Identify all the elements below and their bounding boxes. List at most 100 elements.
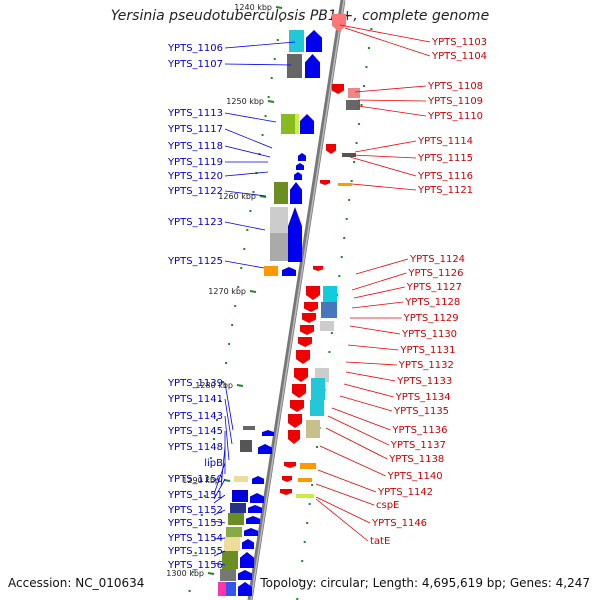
gene-label-YPTS_1104: YPTS_1104 — [431, 51, 487, 62]
gene-arrow-forward — [282, 267, 296, 276]
gene-arrow-reverse — [320, 180, 330, 185]
gene-label-YPTS_1145: YPTS_1145 — [167, 426, 223, 437]
scale-tick — [267, 100, 275, 103]
minor-tick — [249, 210, 252, 212]
connector-right — [354, 85, 427, 93]
gene-label-YPTS_1155: YPTS_1155 — [167, 546, 223, 557]
scale-tick — [249, 290, 257, 293]
minor-tick — [200, 514, 203, 516]
gene-arrow-reverse — [282, 476, 292, 482]
gene-arrow-reverse — [326, 144, 336, 154]
gene-block — [287, 54, 302, 78]
gene-block — [220, 569, 236, 581]
gene-label-lipB: lipB — [204, 458, 223, 469]
gene-label-YPTS_1114: YPTS_1114 — [417, 136, 473, 147]
gene-arrow-forward — [240, 552, 254, 568]
gene-label-YPTS_1103: YPTS_1103 — [431, 37, 487, 48]
minor-tick — [296, 598, 299, 600]
minor-tick — [237, 286, 240, 288]
connector-right — [351, 272, 407, 291]
connector-right — [317, 469, 377, 493]
minor-tick — [203, 495, 206, 497]
gene-arrow-reverse — [294, 368, 308, 382]
gene-label-YPTS_1130: YPTS_1130 — [401, 329, 457, 340]
gene-label-YPTS_1118: YPTS_1118 — [167, 141, 223, 152]
minor-tick — [240, 267, 243, 269]
scale-tick — [207, 572, 215, 575]
gene-block — [296, 494, 314, 498]
gene-label-YPTS_1121: YPTS_1121 — [417, 185, 473, 196]
gene-label-YPTS_1154: YPTS_1154 — [167, 533, 223, 544]
minor-tick — [215, 419, 218, 421]
minor-tick — [362, 85, 365, 87]
gene-block — [234, 476, 248, 482]
gene-label-YPTS_1140: YPTS_1140 — [387, 471, 443, 482]
gene-arrow-reverse — [300, 325, 314, 335]
gene-block — [226, 582, 236, 596]
gene-arrow-forward — [296, 163, 304, 170]
gene-label-YPTS_1143: YPTS_1143 — [167, 411, 223, 422]
connector-right — [339, 24, 431, 43]
connector-left — [224, 41, 296, 49]
gene-label-YPTS_1141: YPTS_1141 — [167, 394, 223, 405]
connector-left — [224, 112, 277, 123]
minor-tick — [206, 476, 209, 478]
scale-label: 1300 kbp — [166, 569, 204, 578]
gene-arrow-reverse — [284, 462, 296, 468]
gene-block — [310, 400, 324, 416]
gene-label-YPTS_1139: YPTS_1139 — [167, 378, 223, 389]
minor-tick — [298, 579, 301, 581]
connector-left — [224, 415, 230, 461]
gene-arrow-forward — [252, 476, 264, 484]
gene-label-YPTS_1142: YPTS_1142 — [377, 487, 433, 498]
gene-arrow-reverse — [292, 384, 306, 398]
gene-block — [264, 266, 278, 276]
gene-arrow-forward — [298, 153, 306, 161]
gene-label-YPTS_1116: YPTS_1116 — [417, 171, 473, 182]
gene-block — [230, 503, 246, 513]
gene-label-YPTS_1135: YPTS_1135 — [393, 406, 449, 417]
gene-arrow-forward — [305, 54, 320, 78]
minor-tick — [252, 191, 255, 193]
gene-label-YPTS_1128: YPTS_1128 — [404, 297, 460, 308]
minor-tick — [234, 305, 237, 307]
connector-left — [213, 509, 226, 516]
gene-arrow-forward — [300, 114, 314, 134]
connector-right — [315, 498, 369, 542]
connector-left — [224, 145, 271, 158]
minor-tick — [348, 199, 351, 201]
connector-left — [213, 537, 226, 540]
gene-block — [228, 513, 244, 525]
gene-arrow-forward — [258, 444, 272, 454]
gene-arrow-forward — [250, 493, 264, 503]
connector-right — [325, 427, 388, 460]
gene-label-YPTS_1150: YPTS_1150 — [167, 474, 223, 485]
gene-arrow-reverse — [298, 337, 312, 347]
gene-arrow-reverse — [302, 313, 316, 323]
connector-left — [224, 171, 269, 177]
minor-tick — [243, 248, 246, 250]
gene-arrow-forward — [246, 516, 260, 524]
minor-tick — [264, 115, 267, 117]
connector-left — [213, 494, 226, 504]
connector-right — [354, 140, 417, 153]
minor-tick — [358, 123, 361, 125]
gene-label-YPTS_1127: YPTS_1127 — [406, 282, 462, 293]
gene-arrow-forward — [288, 207, 302, 262]
connector-left — [224, 63, 292, 66]
gene-label-YPTS_1120: YPTS_1120 — [167, 171, 223, 182]
gene-block — [321, 302, 337, 318]
connector-right — [357, 105, 427, 117]
gene-arrow-reverse — [290, 400, 304, 412]
gene-label-YPTS_1106: YPTS_1106 — [167, 43, 223, 54]
connector-left — [213, 478, 226, 500]
minor-tick — [340, 256, 343, 258]
gene-label-YPTS_1124: YPTS_1124 — [409, 254, 465, 265]
gene-block — [224, 537, 240, 551]
minor-tick — [212, 438, 215, 440]
gene-arrow-forward — [306, 30, 322, 52]
gene-arrow-reverse — [306, 286, 320, 300]
gene-arrow-forward — [294, 172, 302, 180]
minor-tick — [365, 66, 368, 68]
